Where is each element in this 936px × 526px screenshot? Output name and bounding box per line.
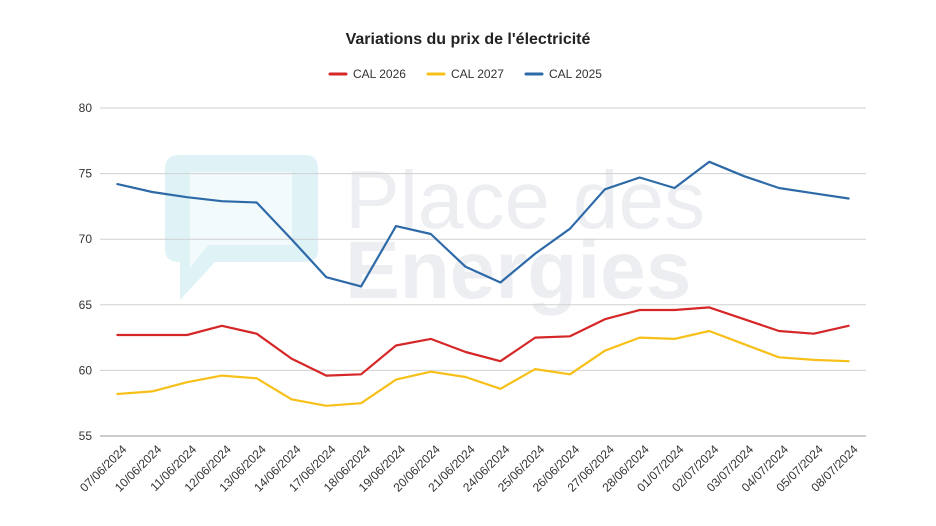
y-tick-label: 75 <box>79 167 93 181</box>
series-line-cal-2026 <box>116 306 850 377</box>
chart-title: Variations du prix de l'électricité <box>346 31 591 48</box>
y-tick-label: 60 <box>79 363 93 377</box>
y-axis: 55 60 65 70 75 80 <box>79 101 93 443</box>
y-tick-label: 55 <box>79 429 93 443</box>
watermark-line2: Energies <box>345 225 691 316</box>
series-lines <box>116 160 850 407</box>
series-line-cal-2025 <box>116 160 850 288</box>
legend: CAL 2026 CAL 2027 CAL 2025 <box>328 67 602 81</box>
y-tick-label: 80 <box>79 101 93 115</box>
y-tick-label: 65 <box>79 298 93 312</box>
grid <box>100 107 866 437</box>
x-axis: 07/06/202410/06/202411/06/202412/06/2024… <box>77 442 861 495</box>
watermark: Place des Energies <box>165 155 705 316</box>
series-line-cal-2027 <box>116 329 850 407</box>
watermark-logo-icon <box>165 155 318 300</box>
legend-label: CAL 2027 <box>451 67 504 81</box>
y-tick-label: 70 <box>79 232 93 246</box>
legend-label: CAL 2025 <box>549 67 602 81</box>
watermark-line1: Place des <box>345 155 705 246</box>
legend-label: CAL 2026 <box>353 67 406 81</box>
